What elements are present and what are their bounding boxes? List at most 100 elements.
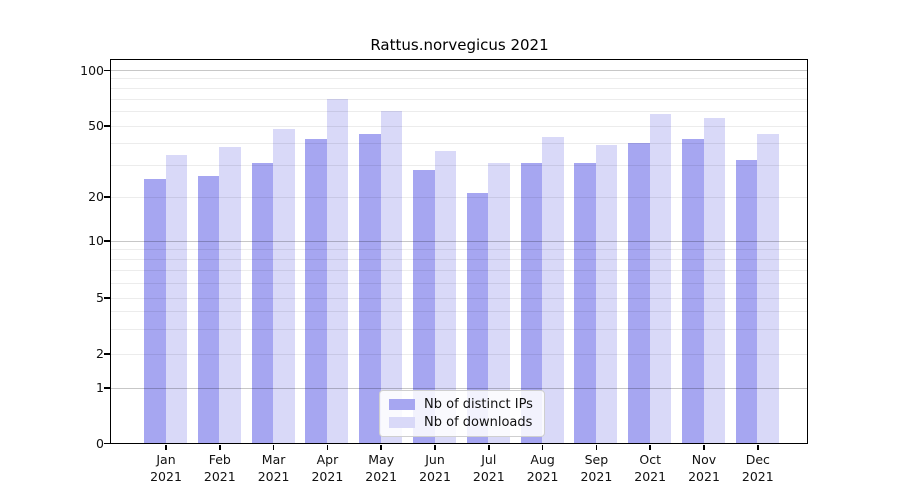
x-tick-year: 2021 [365, 468, 398, 484]
x-tick-label-feb: Feb 2021 [190, 452, 250, 485]
bar-downloads-jan [165, 155, 187, 443]
gridline-minor-90 [111, 78, 807, 80]
bar-ips-may [359, 133, 381, 443]
x-tick-year: 2021 [580, 468, 613, 484]
y-tick-label-0: 0 [96, 435, 104, 451]
gridline-minor-40 [111, 142, 807, 144]
bar-ips-jun [413, 170, 435, 443]
x-tick-label-jun: Jun 2021 [405, 452, 465, 485]
x-tick-feb [219, 445, 221, 450]
gridline-minor-6 [111, 282, 807, 284]
gridline-minor-3 [111, 328, 807, 330]
gridline-minor-70 [111, 98, 807, 100]
bar-ips-jul [466, 192, 489, 443]
x-tick-label-apr: Apr 2021 [297, 452, 357, 485]
x-tick-sep [595, 445, 598, 450]
x-tick-month: Aug [530, 452, 555, 467]
x-tick-year: 2021 [472, 468, 505, 484]
x-tick-year: 2021 [311, 468, 344, 484]
x-tick-year: 2021 [688, 468, 720, 484]
y-tick-label-1: 1 [96, 380, 104, 395]
y-tick-label-50: 50 [88, 118, 104, 133]
x-tick-month: Jan [156, 452, 176, 467]
bar-ips-jan [144, 179, 166, 443]
gridline-minor-5 [111, 297, 807, 299]
gridline-major-1 [111, 387, 807, 389]
bar-downloads-nov [703, 117, 725, 443]
y-tick-50 [104, 125, 110, 127]
y-tick-20 [104, 196, 110, 198]
x-tick-label-may: May 2021 [351, 452, 411, 485]
x-tick-year: 2021 [419, 468, 451, 484]
gridline-minor-30 [111, 165, 807, 167]
gridline-minor-8 [111, 258, 807, 260]
x-tick-year: 2021 [257, 468, 290, 484]
bar-downloads-aug [542, 137, 564, 443]
x-tick-month: Sep [584, 452, 609, 467]
y-tick-label-10: 10 [88, 233, 104, 248]
x-tick-month: Oct [639, 452, 661, 467]
bar-downloads-may [380, 110, 403, 443]
gridline-minor-80 [111, 87, 807, 89]
legend-label-ips: Nb of distinct IPs [424, 397, 533, 412]
chart-title: Rattus.norvegicus 2021 [370, 36, 549, 54]
x-tick-nov [703, 445, 705, 450]
x-tick-year: 2021 [634, 468, 667, 484]
gridline-minor-7 [111, 269, 807, 271]
x-tick-jun [434, 445, 436, 450]
x-tick-oct [649, 445, 651, 450]
y-tick-label-20: 20 [88, 189, 104, 204]
y-tick-label-2: 2 [96, 346, 104, 361]
bar-downloads-jul [488, 162, 510, 443]
x-tick-jul [488, 445, 490, 450]
bar-downloads-sep [595, 144, 618, 443]
bar-ips-feb [197, 176, 220, 443]
x-tick-apr [326, 445, 329, 450]
x-tick-month: Dec [745, 452, 770, 467]
legend-label-downloads: Nb of downloads [424, 415, 533, 430]
x-tick-month: Jul [481, 452, 497, 467]
legend-swatch-ips [389, 399, 415, 410]
bar-ips-apr [305, 139, 327, 443]
gridline-major-100 [111, 70, 807, 71]
x-tick-label-jan: Jan 2021 [136, 452, 196, 485]
x-tick-mar [272, 445, 275, 450]
y-tick-5 [104, 297, 110, 299]
gridline-major-10 [111, 240, 807, 242]
bar-ips-nov [682, 139, 704, 443]
y-tick-1 [104, 387, 110, 389]
x-tick-year: 2021 [526, 468, 559, 484]
x-tick-label-nov: Nov 2021 [674, 452, 734, 485]
plot-area [110, 59, 808, 444]
x-tick-label-oct: Oct 2021 [620, 452, 680, 485]
gridline-minor-50 [111, 125, 807, 127]
legend-entry-downloads: Nb of downloads [389, 415, 544, 430]
x-tick-month: Nov [691, 452, 717, 467]
bar-downloads-mar [273, 128, 295, 443]
gridline-minor-2 [111, 353, 807, 355]
x-tick-month: Mar [261, 452, 286, 467]
bar-downloads-apr [326, 98, 349, 443]
x-tick-year: 2021 [150, 468, 182, 484]
y-tick-label-100: 100 [80, 62, 104, 78]
x-tick-may [380, 445, 382, 450]
bar-ips-sep [574, 162, 596, 443]
y-tick-100 [104, 69, 110, 72]
x-tick-aug [541, 445, 544, 450]
x-tick-label-aug: Aug 2021 [513, 452, 573, 485]
legend-entry-ips: Nb of distinct IPs [389, 397, 544, 412]
x-tick-dec [757, 445, 759, 450]
bar-downloads-oct [649, 113, 672, 443]
bar-ips-mar [251, 162, 274, 443]
gridline-minor-60 [111, 110, 807, 112]
x-tick-month: Feb [208, 452, 231, 467]
x-tick-jan [165, 445, 167, 450]
x-tick-label-mar: Mar 2021 [244, 452, 304, 485]
bar-ips-oct [628, 142, 650, 443]
x-tick-label-jul: Jul 2021 [459, 452, 519, 485]
x-tick-month: Apr [316, 452, 339, 467]
legend-swatch-downloads [389, 417, 415, 428]
x-tick-label-sep: Sep 2021 [566, 452, 626, 485]
x-tick-month: Jun [425, 452, 445, 467]
